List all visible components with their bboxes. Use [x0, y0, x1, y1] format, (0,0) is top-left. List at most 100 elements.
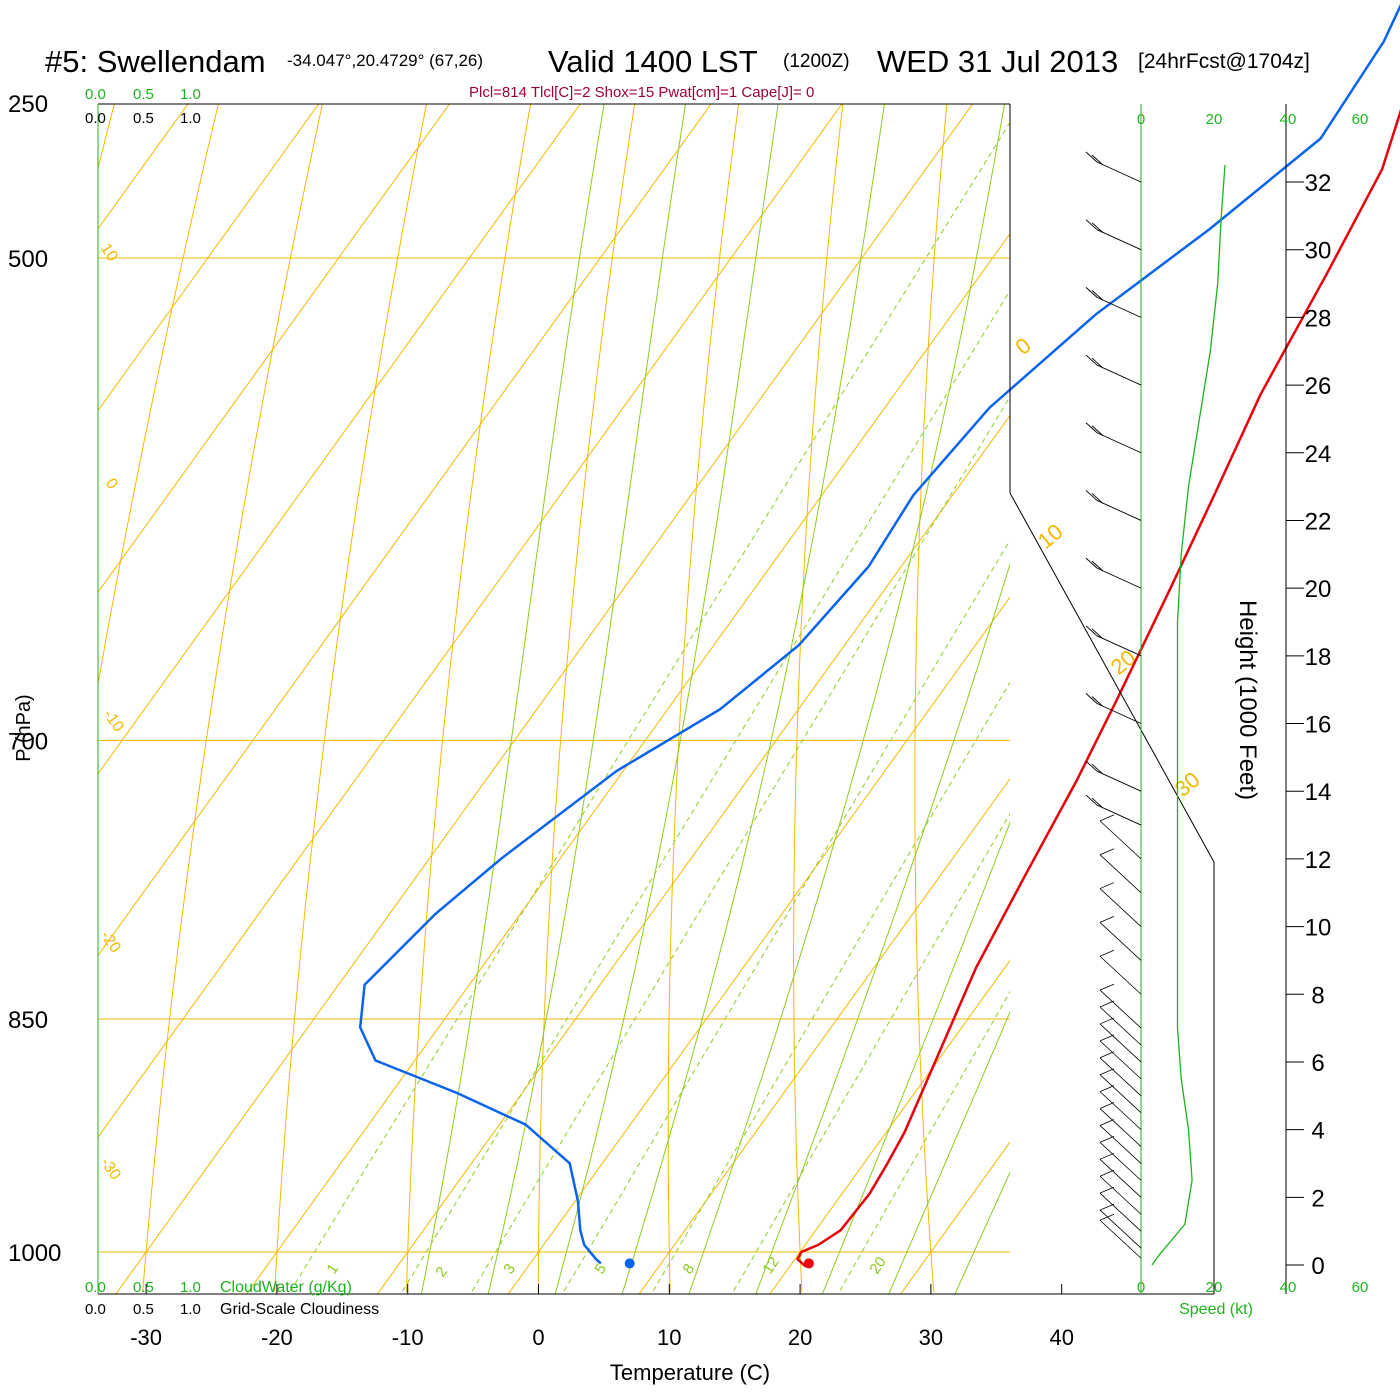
svg-text:0.5: 0.5: [133, 86, 154, 103]
mixing-ratio-label-12: 12: [759, 1254, 782, 1277]
moist-adiabat-5: [554, 104, 779, 1294]
barb-flag: [1091, 154, 1104, 166]
height-label-22: 22: [1305, 508, 1332, 535]
barb-shaft: [1099, 1023, 1142, 1063]
barb-shaft: [1099, 1219, 1142, 1259]
forecast-date: WED 31 Jul 2013: [877, 44, 1118, 79]
isotherm--80: [98, 104, 320, 412]
barb-flag: [1099, 1203, 1115, 1211]
mixing-ratio-label-1: 1: [323, 1261, 342, 1278]
isotherm-0: [507, 596, 1010, 1294]
cloud-scale-top: 0.0 0.5 1.0 0.0 0.5 1.0: [85, 86, 201, 127]
barb-flag: [1085, 151, 1098, 163]
station-title: #5: Swellendam: [45, 44, 266, 79]
moist-adiabat--5: [420, 104, 605, 1294]
dry-adiabat-30: [914, 104, 948, 1293]
wind-barb: [1099, 1169, 1142, 1215]
dry-adiabat--20: [274, 104, 427, 1293]
x-tick-label: -30: [130, 1325, 162, 1350]
barb-shaft: [1096, 296, 1142, 318]
height-label-4: 4: [1311, 1118, 1324, 1145]
barb-flag: [1099, 814, 1115, 822]
cloudiness-label: Grid-Scale Cloudiness: [220, 1301, 379, 1318]
barb-shaft: [1099, 888, 1142, 927]
wind-barb: [1085, 693, 1142, 724]
svg-text:1.0: 1.0: [180, 1301, 201, 1318]
barb-flag: [1099, 916, 1115, 923]
valid-time: Valid 1400 LST: [548, 44, 758, 79]
dry-adiabat-0: [537, 104, 636, 1292]
svg-text:0.0: 0.0: [85, 1279, 106, 1296]
dry-adiabat-label-0: 0: [102, 476, 121, 493]
height-label-16: 16: [1305, 712, 1332, 739]
svg-text:0: 0: [1137, 1279, 1145, 1296]
moist-adiabat-20: [755, 562, 1010, 1294]
y-axis-title: P (hPa): [13, 694, 35, 761]
barb-shaft: [1099, 1142, 1142, 1181]
wind-barb: [1099, 983, 1142, 1029]
barb-flag: [1091, 290, 1104, 301]
barb-flag: [1099, 1169, 1115, 1177]
x-axis-title: Temperature (C): [610, 1360, 770, 1385]
x-tick-label: 20: [788, 1325, 812, 1350]
svg-text:60: 60: [1352, 1279, 1369, 1296]
height-label-10: 10: [1305, 915, 1332, 942]
isotherm--60: [98, 104, 581, 775]
barb-flag: [1091, 560, 1104, 572]
wind-barb: [1085, 625, 1142, 657]
barb-flag: [1099, 1051, 1115, 1059]
dry-adiabat-label--10: -10: [100, 707, 127, 736]
wind-barb: [1099, 1136, 1142, 1181]
svg-text:1.0: 1.0: [180, 110, 201, 127]
barb-flag: [1091, 222, 1104, 234]
svg-text:40: 40: [1280, 1279, 1297, 1296]
wind-barb: [1099, 1119, 1142, 1164]
isotherm--70: [98, 104, 450, 593]
height-label-20: 20: [1305, 576, 1332, 603]
barb-flag: [1091, 425, 1104, 437]
barb-shaft: [1099, 989, 1142, 1029]
barb-flag: [1099, 1213, 1115, 1221]
height-label-14: 14: [1305, 779, 1332, 806]
moist-adiabat-0: [487, 104, 686, 1294]
barb-flag: [1091, 797, 1104, 809]
barb-shaft: [1096, 500, 1142, 521]
barb-flag: [1099, 1034, 1115, 1042]
isotherm-10: [638, 777, 1010, 1294]
height-label-8: 8: [1311, 982, 1324, 1009]
wind-barb: [1085, 287, 1142, 318]
mixing-ratio-5: [561, 539, 1010, 1294]
wind-barb: [1099, 1017, 1142, 1063]
barb-shaft: [1096, 364, 1142, 386]
wind-barb: [1099, 949, 1142, 995]
barb-shaft: [1099, 1125, 1142, 1164]
wind-barb: [1099, 1203, 1142, 1249]
moist-adiabat-15: [688, 104, 1005, 1294]
dry-adiabat-60: [1256, 104, 1330, 1292]
barb-shaft: [1099, 1006, 1142, 1046]
wind-barb: [1099, 1102, 1142, 1147]
speed-axis-label: Speed (kt): [1179, 1301, 1253, 1318]
speed-scale-top: 0 20 40 60: [1137, 111, 1369, 128]
barb-shaft: [1096, 703, 1142, 724]
x-tick-label: 10: [657, 1325, 681, 1350]
x-tick-label: -20: [261, 1325, 293, 1350]
barb-shaft: [1099, 1192, 1142, 1232]
barb-shaft: [1096, 635, 1142, 657]
svg-text:20: 20: [1206, 111, 1223, 128]
pressure-label-500: 500: [8, 246, 48, 273]
pressure-label-1000: 1000: [8, 1240, 61, 1267]
station-coords: -34.047°,20.4729° (67,26): [287, 51, 483, 70]
x-tick-label: -10: [392, 1325, 424, 1350]
mixing-ratio-label-3: 3: [500, 1261, 519, 1278]
wind-barb: [1085, 760, 1142, 792]
barb-shaft: [1096, 804, 1142, 826]
mixing-ratio-label-2: 2: [432, 1264, 451, 1281]
pressure-label-250: 250: [8, 91, 48, 118]
height-label-18: 18: [1305, 644, 1332, 671]
pressure-label-700: 700: [8, 729, 48, 756]
height-axis-title: Height (1000 Feet): [1234, 600, 1261, 800]
svg-text:1.0: 1.0: [180, 1279, 201, 1296]
